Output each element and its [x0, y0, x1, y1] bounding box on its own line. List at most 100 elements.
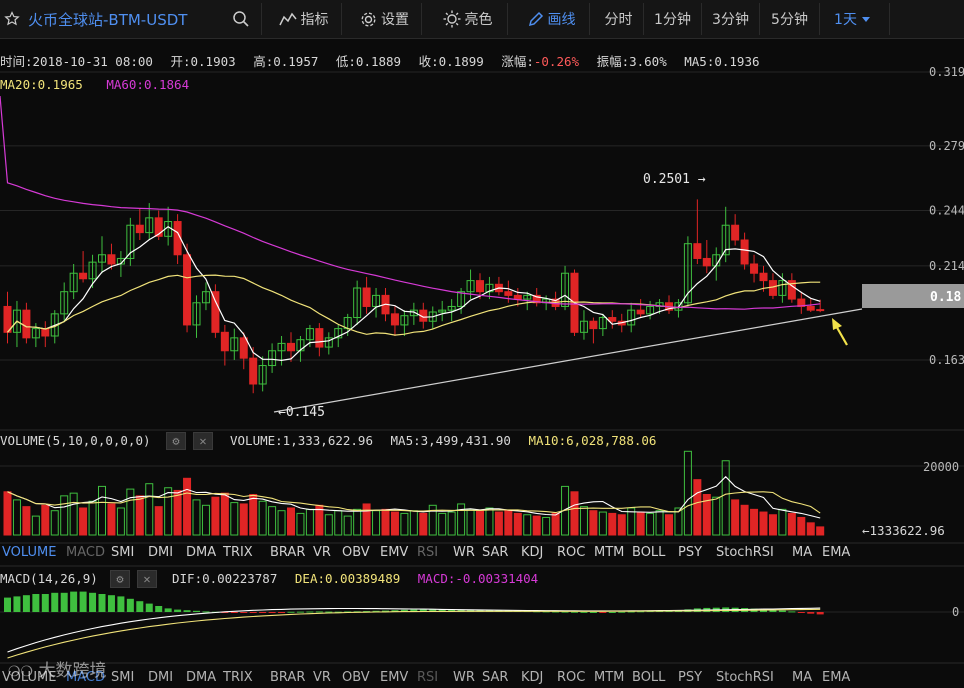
indicator-tab-brar[interactable]: BRAR	[270, 545, 306, 560]
candle[interactable]	[12, 300, 21, 348]
candle[interactable]	[466, 269, 475, 300]
candle[interactable]	[523, 291, 532, 311]
interval-1min[interactable]: 1分钟	[644, 3, 702, 35]
trendline[interactable]	[273, 308, 863, 413]
indicator-tab-obv[interactable]: OBV	[342, 545, 370, 560]
candle[interactable]	[22, 302, 31, 344]
candle[interactable]	[145, 203, 154, 240]
candle[interactable]	[787, 273, 796, 303]
candle[interactable]	[88, 254, 97, 288]
candle[interactable]	[287, 332, 295, 362]
candle[interactable]	[135, 208, 144, 240]
candle[interactable]	[428, 306, 437, 329]
candle[interactable]	[570, 269, 579, 336]
indicator-tab-obv[interactable]: OBV	[342, 670, 370, 685]
candle[interactable]	[447, 299, 456, 322]
indicator-tab-boll[interactable]: BOLL	[632, 670, 666, 685]
candle[interactable]	[627, 302, 636, 333]
indicator-tab-brar[interactable]: BRAR	[270, 670, 306, 685]
candle[interactable]	[797, 291, 806, 314]
indicator-tab-sar[interactable]: SAR	[482, 670, 509, 685]
indicator-tab-roc[interactable]: ROC	[557, 670, 586, 685]
interval-5min[interactable]: 5分钟	[760, 3, 820, 35]
candle[interactable]	[98, 236, 106, 274]
star-icon[interactable]	[4, 11, 20, 27]
indicator-tab-rsi[interactable]: RSI	[417, 670, 439, 685]
candle[interactable]	[561, 265, 570, 311]
candle[interactable]	[646, 300, 655, 320]
candle[interactable]	[258, 356, 267, 392]
candle[interactable]	[693, 199, 702, 264]
candle[interactable]	[476, 273, 484, 300]
candle[interactable]	[69, 264, 78, 300]
candle[interactable]	[268, 343, 277, 373]
candle[interactable]	[504, 280, 513, 303]
candle[interactable]	[702, 240, 711, 274]
volume-settings-button[interactable]: ⚙	[166, 432, 186, 450]
macd-close-button[interactable]: ✕	[137, 570, 157, 588]
candle[interactable]	[806, 299, 815, 312]
indicator-tab-stochrsi[interactable]: StochRSI	[716, 545, 774, 560]
indicator-tab-smi[interactable]: SMI	[111, 670, 135, 685]
candle[interactable]	[513, 288, 522, 307]
indicator-tab-psy[interactable]: PSY	[678, 670, 703, 685]
candle[interactable]	[164, 206, 173, 246]
indicator-tab-dmi[interactable]: DMI	[148, 545, 174, 560]
search-icon[interactable]	[232, 10, 250, 28]
indicator-tab-boll[interactable]: BOLL	[632, 545, 666, 560]
candle[interactable]	[683, 236, 692, 307]
indicator-tab-dmi[interactable]: DMI	[148, 670, 174, 685]
candle[interactable]	[438, 300, 447, 322]
indicator-tab-volume[interactable]: VOLUME	[2, 670, 57, 685]
candle[interactable]	[768, 273, 777, 300]
candle[interactable]	[551, 291, 560, 311]
candle[interactable]	[277, 336, 286, 366]
candle[interactable]	[542, 295, 551, 311]
interval-timeline[interactable]: 分时	[594, 3, 644, 35]
candle[interactable]	[400, 310, 409, 336]
interval-1day-dropdown[interactable]: 1天	[820, 3, 890, 35]
macd-settings-button[interactable]: ⚙	[110, 570, 130, 588]
settings-button[interactable]: 设置	[348, 3, 422, 35]
candle[interactable]	[608, 310, 617, 329]
candle[interactable]	[598, 313, 607, 336]
candle[interactable]	[816, 299, 825, 313]
volume-close-button[interactable]: ✕	[193, 432, 213, 450]
indicator-tab-sar[interactable]: SAR	[482, 545, 509, 560]
candle[interactable]	[409, 302, 418, 325]
candle[interactable]	[457, 288, 466, 314]
candle[interactable]	[343, 313, 352, 336]
candle[interactable]	[617, 313, 626, 333]
candle[interactable]	[220, 324, 229, 366]
indicator-tab-trix[interactable]: TRIX	[223, 670, 253, 685]
indicator-tab-kdj[interactable]: KDJ	[521, 670, 544, 685]
indicator-tab-volume[interactable]: VOLUME	[2, 545, 57, 560]
candle[interactable]	[740, 232, 749, 270]
candle[interactable]	[31, 323, 40, 348]
candle[interactable]	[239, 332, 248, 370]
candle[interactable]	[201, 282, 210, 311]
candle[interactable]	[154, 210, 163, 240]
indicator-tab-vr[interactable]: VR	[313, 545, 331, 560]
candle[interactable]	[750, 254, 759, 283]
candle[interactable]	[296, 336, 305, 362]
candle[interactable]	[485, 276, 494, 300]
candle[interactable]	[494, 276, 503, 296]
candle[interactable]	[353, 280, 362, 325]
candle[interactable]	[324, 332, 333, 355]
indicator-tab-vr[interactable]: VR	[313, 670, 331, 685]
candle[interactable]	[674, 299, 683, 318]
indicator-tab-ma[interactable]: MA	[792, 670, 813, 685]
candle[interactable]	[249, 347, 258, 394]
indicator-tab-ma[interactable]: MA	[792, 545, 813, 560]
candle[interactable]	[50, 310, 59, 344]
candle[interactable]	[532, 288, 541, 307]
indicator-tab-ema[interactable]: EMA	[822, 670, 851, 685]
candle[interactable]	[305, 324, 314, 348]
symbol-selector[interactable]: 火币全球站-BTM-USDT	[0, 3, 262, 35]
indicator-tab-kdj[interactable]: KDJ	[521, 545, 544, 560]
indicator-tab-emv[interactable]: EMV	[380, 545, 409, 560]
indicator-tab-trix[interactable]: TRIX	[223, 545, 253, 560]
candle[interactable]	[419, 302, 428, 329]
candle[interactable]	[665, 295, 673, 314]
